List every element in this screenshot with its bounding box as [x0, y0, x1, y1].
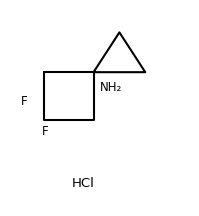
- Text: NH₂: NH₂: [100, 81, 122, 94]
- Text: F: F: [41, 125, 48, 138]
- Text: HCl: HCl: [72, 177, 95, 190]
- Text: F: F: [21, 95, 28, 108]
